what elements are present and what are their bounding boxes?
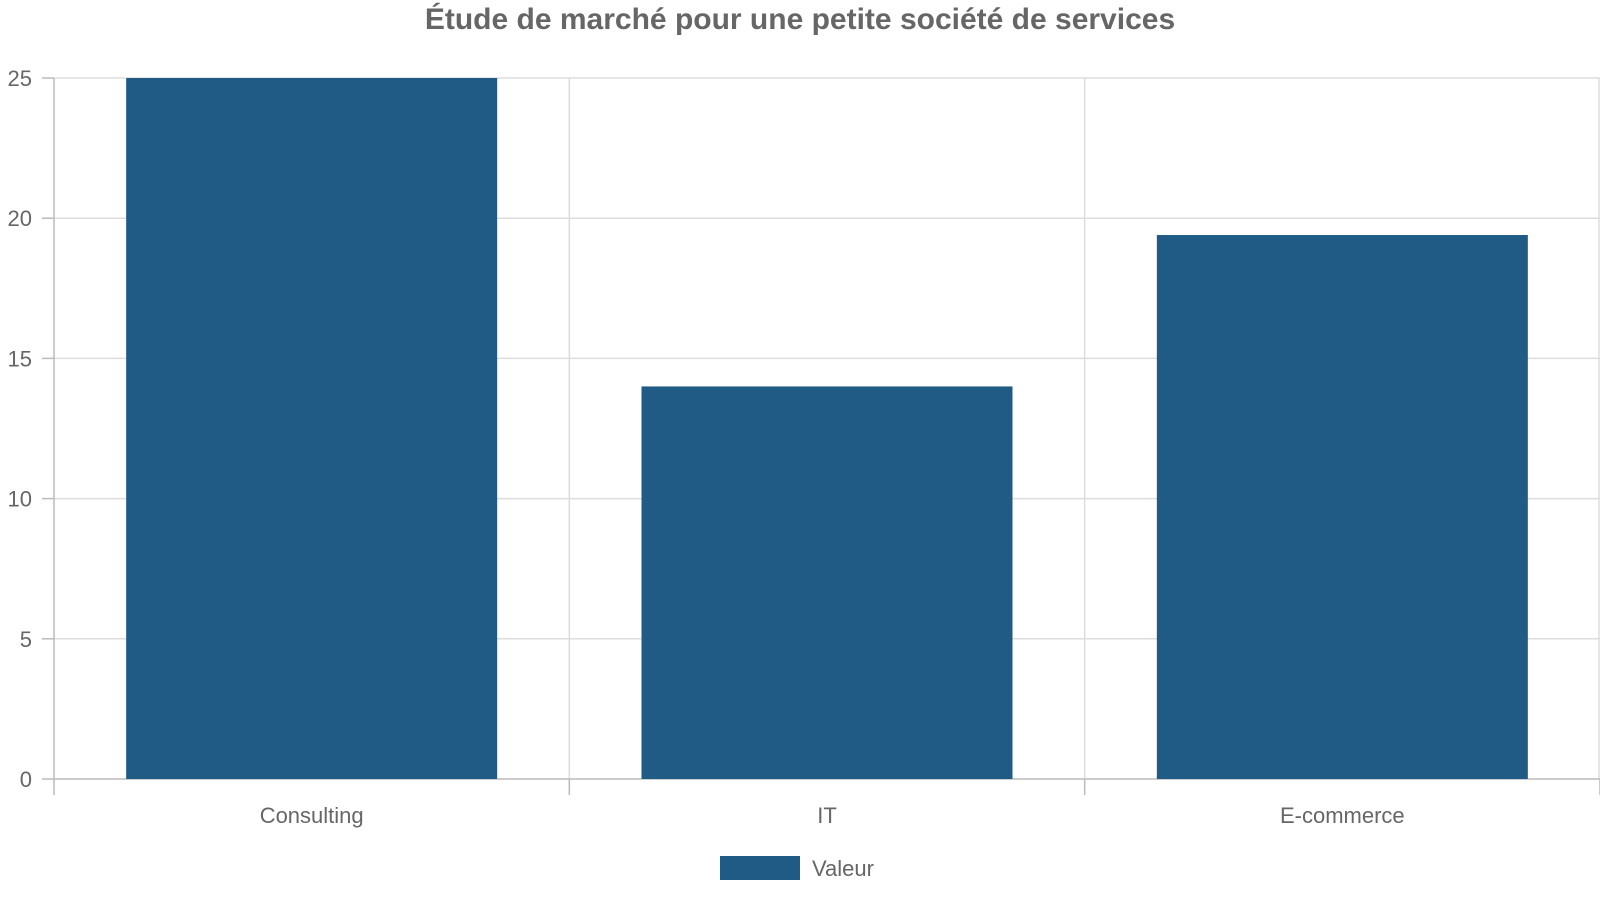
x-tick-label: Consulting xyxy=(260,803,364,828)
x-tick-label: IT xyxy=(817,803,837,828)
bar-e-commerce[interactable] xyxy=(1156,235,1528,780)
bar-consulting[interactable] xyxy=(126,78,498,779)
y-tick-label: 20 xyxy=(8,206,32,231)
legend-swatch-valeur[interactable] xyxy=(720,856,800,880)
y-tick-label: 25 xyxy=(8,66,32,91)
y-tick-label: 0 xyxy=(20,767,32,792)
x-tick-label: E-commerce xyxy=(1280,803,1405,828)
y-tick-label: 15 xyxy=(8,346,32,371)
y-tick-label: 5 xyxy=(20,627,32,652)
legend[interactable]: Valeur xyxy=(720,856,874,881)
chart-title: Étude de marché pour une petite société … xyxy=(425,2,1175,36)
legend-label-valeur[interactable]: Valeur xyxy=(812,856,874,881)
bars xyxy=(126,78,1528,780)
tick-labels: 0 5 10 15 20 25 Consulting IT E-commerce xyxy=(8,66,1405,828)
y-tick-label: 10 xyxy=(8,487,32,512)
bar-it[interactable] xyxy=(641,386,1013,779)
